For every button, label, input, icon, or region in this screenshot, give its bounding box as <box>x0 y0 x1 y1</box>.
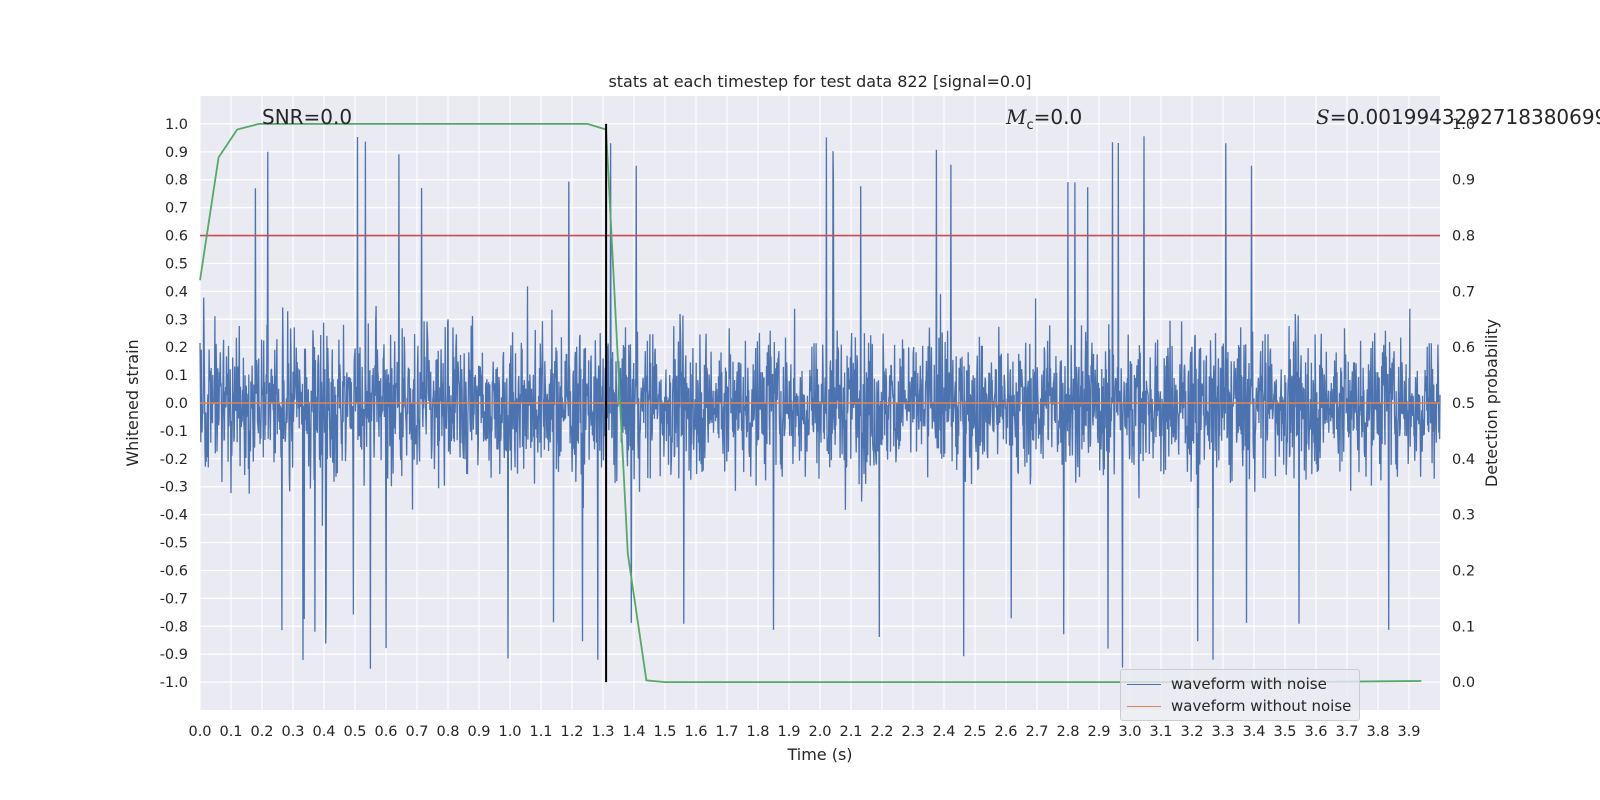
x-tick-label: 2.7 <box>1025 724 1048 740</box>
s-symbol: S <box>1316 105 1330 129</box>
x-tick-label: 3.7 <box>1335 724 1358 740</box>
y-tick-label: 0.2 <box>165 340 188 356</box>
mc-subscript: c <box>1026 118 1034 133</box>
y2-tick-label: 0.6 <box>1452 340 1475 356</box>
y-tick-label: -0.2 <box>160 452 188 468</box>
x-tick-label: 1.8 <box>746 724 769 740</box>
x-tick-label: 3.2 <box>1180 724 1203 740</box>
snr-annotation: SNR=0.0 <box>262 105 353 129</box>
x-tick-label: 2.4 <box>932 724 955 740</box>
x-tick-label: 2.6 <box>994 724 1017 740</box>
mc-symbol: M <box>1006 105 1027 129</box>
legend-item-with-noise: waveform with noise <box>1127 674 1327 694</box>
legend: waveform with noise waveform without noi… <box>1120 669 1360 721</box>
x-tick-label: 1.4 <box>622 724 645 740</box>
y2-tick-label: 0.0 <box>1452 675 1475 691</box>
x-tick-label: 2.9 <box>1087 724 1110 740</box>
y-tick-label: -1.0 <box>160 675 188 691</box>
y-tick-label: 0.9 <box>165 145 188 161</box>
x-tick-label: 3.4 <box>1242 724 1265 740</box>
x-tick-label: 2.8 <box>1056 724 1079 740</box>
legend-label-without-noise: waveform without noise <box>1171 697 1352 715</box>
y-tick-label: -0.4 <box>160 508 188 524</box>
x-tick-label: 0.3 <box>281 724 304 740</box>
x-tick-label: 0.7 <box>405 724 428 740</box>
x-tick-label: 0.0 <box>188 724 211 740</box>
x-tick-label: 3.0 <box>1118 724 1141 740</box>
x-tick-label: 2.2 <box>870 724 893 740</box>
x-tick-label: 2.5 <box>963 724 986 740</box>
y2-tick-label: 0.3 <box>1452 508 1475 524</box>
x-tick-label: 0.4 <box>312 724 335 740</box>
y-tick-label: 1.0 <box>165 117 188 133</box>
y2-tick-label: 1.0 <box>1452 117 1475 133</box>
overlays <box>199 123 1440 683</box>
x-tick-label: 3.1 <box>1149 724 1172 740</box>
x-tick-label: 1.0 <box>498 724 521 740</box>
chart-title: stats at each timestep for test data 822… <box>608 72 1031 91</box>
x-tick-label: 0.6 <box>374 724 397 740</box>
s-annotation: S=0.0019943292718380699 <box>1316 105 1600 129</box>
x-tick-label: 3.3 <box>1211 724 1234 740</box>
x-tick-label: 1.5 <box>653 724 676 740</box>
y-tick-label: -0.9 <box>160 647 188 663</box>
x-tick-label: 0.2 <box>250 724 273 740</box>
y2-tick-label: 0.4 <box>1452 452 1475 468</box>
x-tick-label: 3.5 <box>1273 724 1296 740</box>
y-tick-label: 0.8 <box>165 173 188 189</box>
y-tick-label: -0.1 <box>160 424 188 440</box>
x-tick-label: 1.6 <box>684 724 707 740</box>
y-tick-label: -0.3 <box>160 480 188 496</box>
x-tick-label: 1.3 <box>591 724 614 740</box>
x-tick-label: 0.5 <box>343 724 366 740</box>
y2-tick-label: 0.2 <box>1452 563 1475 579</box>
y-tick-label: 0.3 <box>165 312 188 328</box>
x-tick-label: 1.1 <box>529 724 552 740</box>
x-tick-label: 0.8 <box>436 724 459 740</box>
legend-swatch-with-noise <box>1127 683 1161 685</box>
y2-axis-label: Detection probability <box>1482 319 1501 487</box>
y-tick-label: 0.5 <box>165 256 188 272</box>
y-tick-label: 0.6 <box>165 229 188 245</box>
x-tick-label: 2.0 <box>808 724 831 740</box>
y-tick-label: -0.7 <box>160 591 188 607</box>
x-tick-label: 1.9 <box>777 724 800 740</box>
y-tick-label: -0.5 <box>160 536 188 552</box>
x-tick-label: 1.2 <box>560 724 583 740</box>
y2-tick-label: 0.5 <box>1452 396 1475 412</box>
detection-probability-line <box>199 123 1422 683</box>
y-tick-label: 0.4 <box>165 284 188 300</box>
mc-annotation: Mc=0.0 <box>1006 105 1082 133</box>
mc-value: =0.0 <box>1033 105 1083 129</box>
x-tick-label: 0.1 <box>219 724 242 740</box>
legend-label-with-noise: waveform with noise <box>1171 675 1327 693</box>
legend-item-without-noise: waveform without noise <box>1127 696 1351 716</box>
x-tick-label: 3.9 <box>1397 724 1420 740</box>
y2-tick-label: 0.1 <box>1452 619 1475 635</box>
y-tick-label: 0.0 <box>165 396 188 412</box>
y-tick-label: 0.7 <box>165 201 188 217</box>
x-tick-label: 2.1 <box>839 724 862 740</box>
x-tick-label: 3.8 <box>1366 724 1389 740</box>
x-tick-label: 0.9 <box>467 724 490 740</box>
y2-tick-label: 0.8 <box>1452 229 1475 245</box>
x-tick-label: 2.3 <box>901 724 924 740</box>
s-value: =0.0019943292718380699 <box>1329 105 1600 129</box>
y-axis-label: Whitened strain <box>123 339 142 466</box>
ticks: 0.0 0.1 0.2 0.3 0.4 0.5 0.6 0.7 0.8 0.9 1.0 1.1 1.2 1… <box>160 117 1475 740</box>
y2-tick-label: 0.9 <box>1452 173 1475 189</box>
y2-tick-label: 0.7 <box>1452 284 1475 300</box>
legend-swatch-without-noise <box>1127 705 1161 707</box>
y-tick-label: 0.1 <box>165 368 188 384</box>
y-tick-label: -0.8 <box>160 619 188 635</box>
y-tick-label: -0.6 <box>160 563 188 579</box>
x-axis-label: Time (s) <box>786 745 852 764</box>
x-tick-label: 1.7 <box>715 724 738 740</box>
x-tick-label: 3.6 <box>1304 724 1327 740</box>
